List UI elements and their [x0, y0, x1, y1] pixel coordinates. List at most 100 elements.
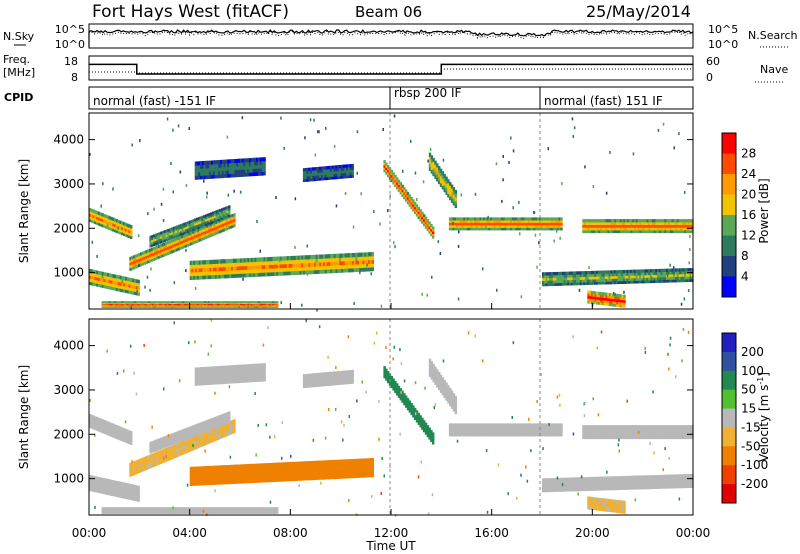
echo-cell: [157, 250, 161, 254]
echo-cell: [576, 271, 579, 275]
echo-cell: [644, 274, 647, 278]
echo-cell: [195, 426, 199, 429]
echo-cell: [90, 484, 94, 489]
echo-cell: [178, 437, 181, 441]
echo-cell: [124, 225, 128, 229]
echo-cell: [285, 267, 288, 272]
echo-cell: [258, 265, 261, 270]
echo-cell: [660, 276, 663, 281]
echo-cell: [191, 306, 194, 308]
echo-cell: [274, 256, 277, 261]
echo-cell: [211, 167, 214, 172]
echo-cell: [126, 432, 129, 436]
echo-cell: [226, 215, 229, 218]
scatter-echo: [534, 233, 537, 237]
echo-cell: [117, 287, 121, 292]
echo-cell: [99, 271, 103, 276]
echo-cell: [479, 222, 482, 226]
echo-cell: [618, 229, 621, 234]
echo-cell: [89, 218, 92, 222]
echo-cell: [310, 262, 313, 267]
echo-cell: [328, 460, 331, 465]
echo-cell: [218, 435, 222, 440]
echo-cell: [137, 303, 140, 306]
echo-cell: [675, 271, 678, 275]
echo-cell: [276, 304, 279, 307]
echo-cell: [119, 223, 122, 227]
echo-cell: [265, 257, 268, 262]
echo-cell: [186, 441, 189, 445]
scatter-echo: [669, 263, 671, 267]
echo-cell: [421, 218, 424, 222]
echo-cell: [181, 449, 184, 453]
echo-cell: [351, 166, 354, 170]
echo-cell: [221, 423, 224, 426]
echo-cell: [624, 269, 628, 274]
echo-cell: [570, 274, 574, 278]
echo-cell: [165, 444, 168, 448]
echo-cell: [330, 474, 333, 480]
echo-cell: [108, 482, 112, 487]
echo-cell: [601, 299, 605, 303]
echo-cell: [110, 433, 113, 437]
echo-cell: [261, 306, 264, 308]
echo-cell: [99, 429, 103, 433]
echo-cell: [684, 268, 687, 272]
echo-cell: [225, 270, 229, 275]
scatter-echo: [206, 195, 208, 199]
echo-cell: [165, 437, 168, 441]
echo-cell: [214, 267, 218, 272]
echo-cell: [315, 254, 319, 259]
echo-cell: [574, 271, 577, 275]
echo-cell: [140, 252, 143, 256]
echo-cell: [119, 437, 122, 441]
echo-cell: [218, 427, 222, 432]
echo-cell: [366, 256, 369, 261]
echo-cell: [283, 469, 286, 474]
echo-cell: [243, 269, 247, 274]
echo-cell: [228, 420, 231, 424]
echo-cell: [186, 306, 189, 308]
echo-cell: [258, 471, 261, 476]
echo-cell: [181, 431, 184, 435]
echo-cell: [415, 208, 419, 212]
scatter-echo: [356, 130, 359, 134]
echo-cell: [673, 227, 676, 231]
echo-cell: [195, 264, 198, 269]
echo-cell: [163, 448, 166, 452]
echo-cell: [108, 224, 111, 228]
echo-cell: [181, 237, 184, 241]
echo-cell: [658, 274, 662, 278]
echo-cell: [270, 304, 273, 307]
echo-cell: [194, 220, 197, 224]
echo-cell: [107, 488, 110, 492]
echo-cell: [163, 234, 167, 238]
echo-cell: [430, 230, 433, 234]
echo-cell: [232, 306, 236, 308]
echo-cell: [610, 295, 614, 299]
echo-cell: [315, 475, 319, 480]
echo-cell: [196, 275, 200, 280]
echo-cell: [234, 304, 237, 307]
echo-cell: [657, 279, 660, 283]
echo-cell: [193, 275, 196, 280]
echo-cell: [220, 476, 223, 481]
echo-cell: [331, 176, 335, 180]
echo-cell: [342, 257, 346, 262]
scatter-echo: [280, 301, 282, 305]
echo-cell: [243, 265, 247, 270]
echo-cell: [579, 281, 583, 286]
scatter-echo: [573, 126, 576, 130]
echo-cell: [190, 445, 193, 449]
echo-cell: [669, 227, 673, 231]
noise-search-line: [88, 30, 694, 39]
echo-cell: [328, 173, 331, 178]
echo-cell: [599, 292, 603, 296]
echo-cell: [584, 229, 587, 234]
echo-cell: [613, 272, 617, 277]
echo-cell: [321, 261, 324, 267]
echo-cell: [133, 288, 137, 292]
echo-cell: [121, 427, 124, 431]
echo-cell: [268, 466, 272, 471]
echo-cell: [220, 469, 223, 474]
